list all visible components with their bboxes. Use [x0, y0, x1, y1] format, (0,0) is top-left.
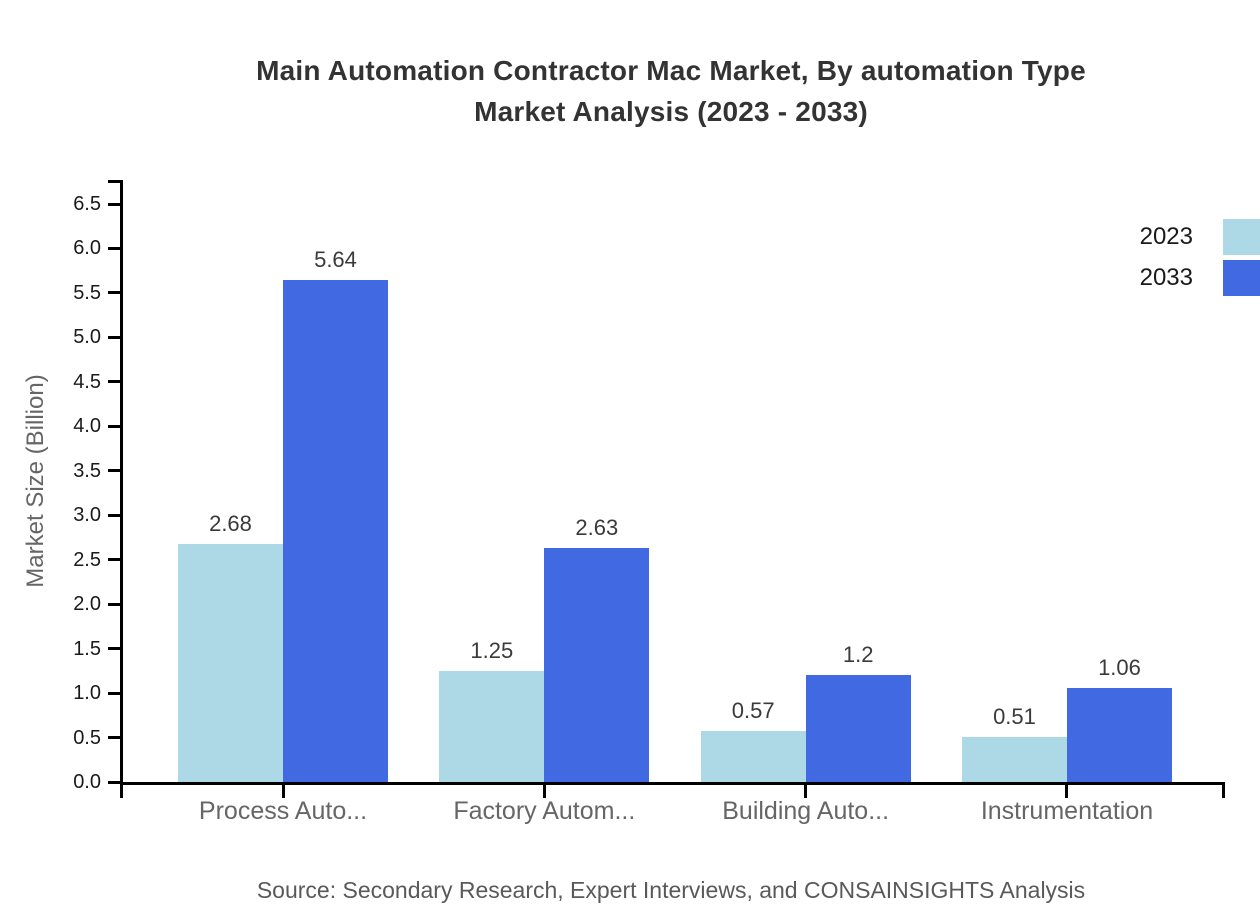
bar-2023-3 — [700, 731, 806, 782]
y-axis-tick-label: 1.0 — [73, 682, 101, 705]
y-axis-tick — [108, 780, 120, 784]
x-axis-tick — [281, 785, 285, 798]
y-axis-tick-label: 3.0 — [73, 504, 101, 527]
y-axis-tick-label: 4.5 — [73, 370, 101, 393]
bar-value-label: 5.64 — [314, 247, 357, 273]
y-axis-tick-label: 5.0 — [73, 326, 101, 349]
bar-2023-2 — [439, 670, 545, 782]
y-axis-tick-label: 2.0 — [73, 593, 101, 616]
legend-item-2033: 2033 — [1140, 260, 1260, 296]
y-axis-tick — [108, 246, 120, 250]
y-axis-tick — [108, 335, 120, 339]
y-axis-tick — [108, 424, 120, 428]
y-axis-tick — [108, 691, 120, 695]
bar-value-label: 2.63 — [575, 515, 619, 541]
legend-label-2023: 2023 — [1139, 223, 1193, 250]
plot-area: 0.0 0.5 1.0 1.5 2.0 2.5 3.0 3.5 4.0 4.5 5.0 5.5 6.0 6… — [73, 180, 1225, 825]
y-axis-tick — [108, 602, 120, 606]
x-axis-tick — [804, 785, 808, 798]
legend-label-2033: 2033 — [1139, 264, 1193, 291]
legend: 2023 2033 — [1140, 219, 1260, 301]
y-axis-tick-label: 0.5 — [73, 726, 101, 749]
chart-title-line2: Market Analysis (2023 - 2033) — [474, 96, 868, 127]
bar-2023-1 — [178, 543, 283, 782]
x-axis-category-label: Building Auto... — [722, 797, 890, 825]
bar-2023-4 — [961, 736, 1067, 782]
legend-item-2023: 2023 — [1140, 219, 1260, 255]
x-axis-category-label: Process Auto... — [198, 797, 368, 825]
x-axis-end-cap — [1222, 785, 1225, 798]
y-axis-tick-label: 1.5 — [73, 637, 101, 660]
x-axis-category-label: Instrumentation — [980, 797, 1154, 825]
chart-title: Main Automation Contractor Mac Market, B… — [120, 50, 1222, 132]
bar-2033-2 — [544, 548, 650, 782]
y-axis-end-cap — [108, 180, 120, 183]
bar-value-label: 2.68 — [209, 510, 252, 536]
x-axis-origin-tick — [120, 785, 123, 798]
y-axis-tick-label: 5.5 — [73, 281, 101, 304]
x-axis-tick — [542, 785, 546, 798]
x-axis-tick — [1065, 785, 1069, 798]
y-axis-tick — [108, 291, 120, 295]
y-axis-tick-label: 2.5 — [73, 548, 101, 571]
y-axis-tick-label: 4.0 — [73, 415, 101, 438]
bar-2033-4 — [1066, 687, 1172, 782]
bar-value-label: 1.25 — [470, 637, 514, 663]
x-axis-category-label: Factory Autom... — [453, 797, 636, 825]
bar-2033-3 — [805, 675, 911, 782]
source-note: Source: Secondary Research, Expert Inter… — [256, 877, 1086, 903]
y-axis-tick-label: 6.5 — [73, 193, 101, 215]
y-axis-tick — [108, 736, 120, 740]
legend-swatch-2023 — [1223, 219, 1260, 255]
y-axis-tick — [108, 469, 120, 473]
bar-value-label: 0.57 — [731, 698, 775, 724]
y-axis-tick-label: 0.0 — [73, 771, 101, 793]
bar-value-label: 0.51 — [993, 703, 1036, 729]
y-axis-tick-label: 6.0 — [73, 237, 101, 260]
bar-value-label: 1.2 — [842, 642, 874, 668]
y-axis-tick — [108, 380, 120, 384]
y-axis-tick — [108, 202, 120, 206]
y-axis-tick — [108, 647, 120, 651]
bar-value-label: 1.06 — [1098, 654, 1141, 680]
chart-title-line1: Main Automation Contractor Mac Market, B… — [256, 55, 1086, 86]
y-axis-tick-label: 3.5 — [73, 459, 101, 482]
bar-2033-1 — [283, 280, 388, 782]
y-axis-tick — [108, 513, 120, 517]
legend-swatch-2033 — [1223, 260, 1260, 296]
y-axis-tick — [108, 558, 120, 562]
